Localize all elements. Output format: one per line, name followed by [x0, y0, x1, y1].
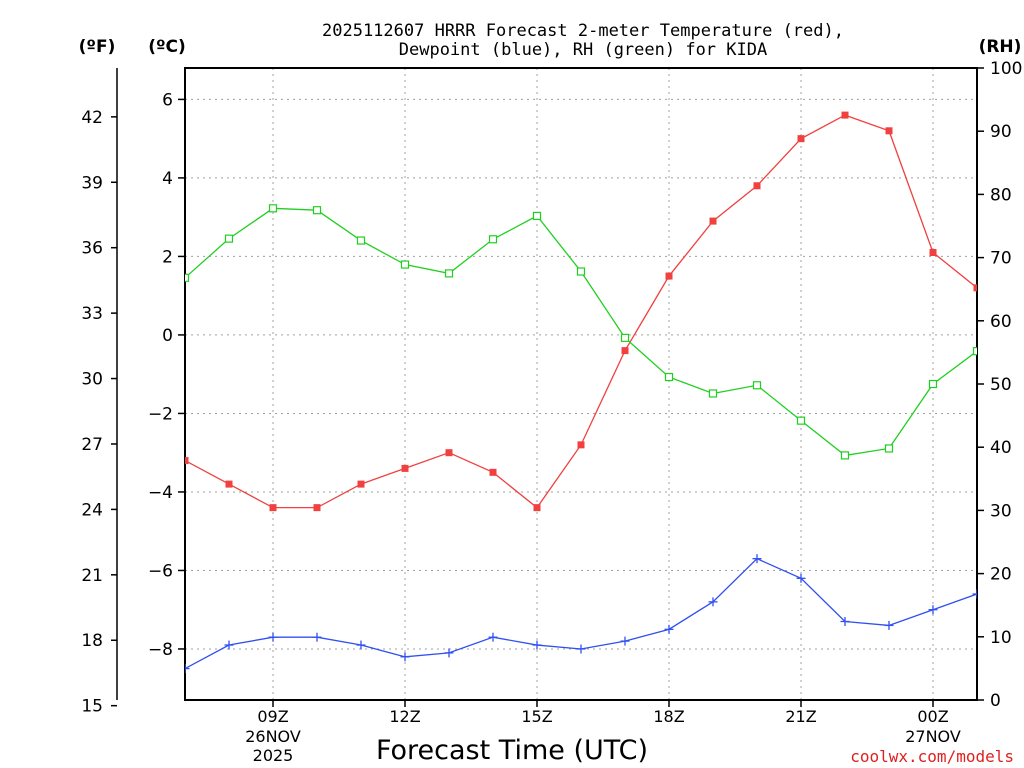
- series-dewpoint: [185, 554, 977, 674]
- rh-tick-label: 0: [990, 691, 1001, 711]
- rh-point: [268, 204, 278, 213]
- rh-point: [400, 260, 410, 269]
- temperature-point: [445, 449, 453, 457]
- x-tick-label: 00Z: [917, 707, 948, 726]
- rh-tick-label: 40: [990, 438, 1012, 458]
- rh-point: [444, 269, 454, 278]
- rh-tick-label: 80: [990, 185, 1012, 205]
- celsius-tick-label: 0: [162, 326, 173, 346]
- temperature-point: [577, 441, 585, 449]
- temperature-point: [797, 135, 805, 143]
- temperature-point: [357, 480, 365, 488]
- temperature-point: [709, 217, 717, 225]
- chart-title-line1: 2025112607 HRRR Forecast 2-meter Tempera…: [322, 21, 844, 41]
- temperature-point: [533, 504, 541, 512]
- rh-point: [752, 381, 762, 390]
- x-tick-label: 21Z: [785, 707, 816, 726]
- temperature-point: [225, 480, 233, 488]
- rh-tick-label: 10: [990, 628, 1012, 648]
- rh-tick-label: 30: [990, 501, 1012, 521]
- rh-point: [796, 416, 806, 425]
- temperature-point: [665, 272, 673, 280]
- rh-point: [972, 347, 977, 356]
- fahrenheit-tick-label: 30: [81, 370, 103, 390]
- celsius-tick-label: 6: [162, 90, 173, 110]
- watermark-text: coolwx.com/models: [850, 747, 1014, 766]
- chart-title-line2: Dewpoint (blue), RH (green) for KIDA: [399, 40, 767, 60]
- rh-point: [488, 235, 498, 244]
- data-series: [185, 111, 977, 674]
- temperature-point: [401, 464, 409, 472]
- plot-frame: [184, 67, 978, 701]
- rh-point: [356, 236, 366, 245]
- x-tick-label: 12Z: [389, 707, 420, 726]
- fahrenheit-tick-label: 33: [81, 304, 103, 324]
- fahrenheit-unit-label: (ºF): [79, 37, 116, 57]
- rh-point: [620, 333, 630, 342]
- rh-point: [840, 451, 850, 460]
- rh-point: [664, 372, 674, 382]
- fahrenheit-tick-label: 42: [81, 108, 103, 128]
- celsius-unit-label: (ºC): [148, 37, 186, 57]
- fahrenheit-tick-label: 21: [81, 566, 103, 586]
- rh-point: [928, 379, 938, 389]
- fahrenheit-tick-label: 27: [81, 435, 103, 455]
- rh-point: [224, 234, 234, 243]
- temperature-point: [269, 504, 277, 512]
- rh-point: [576, 267, 586, 276]
- rh-point: [884, 444, 894, 453]
- celsius-tick-label: 4: [162, 169, 173, 189]
- fahrenheit-tick-label: 24: [81, 500, 103, 520]
- temperature-point: [841, 111, 849, 119]
- temperature-point: [753, 182, 761, 190]
- x-tick-label: 15Z: [521, 707, 552, 726]
- rh-point: [312, 206, 322, 215]
- x-tick-year-label: 2025: [253, 746, 294, 765]
- axes: 423936333027242118156420−2−4−6−810090807…: [81, 59, 1022, 765]
- rh-tick-label: 90: [990, 122, 1012, 142]
- series-rh: [185, 204, 977, 460]
- rh-unit-label: (RH): [979, 37, 1022, 57]
- temperature-point: [973, 284, 977, 292]
- temperature-point: [929, 248, 937, 256]
- temperature-line: [185, 114, 977, 509]
- rh-tick-label: 20: [990, 565, 1012, 585]
- rh-tick-label: 100: [990, 59, 1022, 79]
- rh-point: [185, 273, 190, 282]
- temperature-point: [313, 504, 321, 512]
- x-axis-label: Forecast Time (UTC): [376, 735, 648, 766]
- rh-point: [532, 211, 542, 220]
- rh-tick-label: 70: [990, 249, 1012, 269]
- rh-point: [708, 389, 718, 398]
- grid-lines: [185, 68, 977, 700]
- celsius-tick-label: −4: [148, 483, 173, 503]
- rh-tick-label: 60: [990, 312, 1012, 332]
- temperature-point: [185, 457, 189, 465]
- celsius-tick-label: 2: [162, 247, 173, 267]
- temperature-point: [885, 127, 893, 135]
- celsius-tick-label: −6: [148, 561, 173, 581]
- celsius-tick-label: −2: [148, 404, 173, 424]
- temperature-point: [621, 347, 629, 355]
- rh-tick-label: 50: [990, 375, 1012, 395]
- rh-line: [185, 207, 977, 457]
- x-tick-label: 09Z: [257, 707, 288, 726]
- x-tick-date-label: 27NOV: [905, 727, 961, 746]
- x-tick-date-label: 26NOV: [245, 727, 301, 746]
- celsius-tick-label: −8: [148, 640, 173, 660]
- fahrenheit-tick-label: 36: [81, 239, 103, 259]
- fahrenheit-tick-label: 18: [81, 631, 103, 651]
- fahrenheit-tick-label: 15: [81, 697, 103, 717]
- x-tick-label: 18Z: [653, 707, 684, 726]
- temperature-point: [489, 468, 497, 476]
- series-temperature: [185, 111, 977, 512]
- fahrenheit-tick-label: 39: [81, 173, 103, 193]
